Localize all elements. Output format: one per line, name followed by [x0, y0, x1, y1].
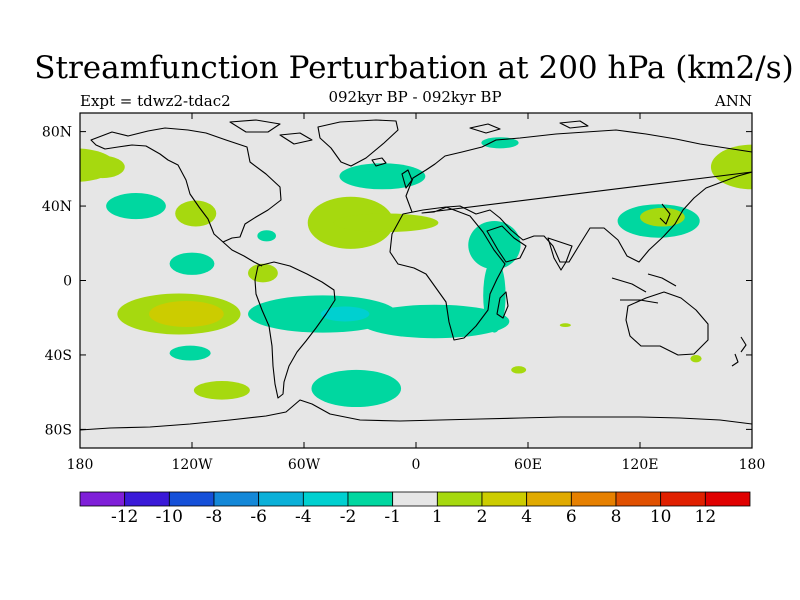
colorbar-box-1: [79, 491, 126, 507]
anomaly-patch-5: [257, 230, 276, 242]
anomaly-patch-20: [468, 220, 521, 270]
colorbar-label-4: -6: [250, 507, 267, 527]
coastline-new-zealand: [731, 336, 747, 367]
period-label: 092kyr BP - 092kyr BP: [328, 88, 502, 106]
colorbar-box-15: [704, 491, 751, 507]
anomaly-patch-27: [559, 323, 571, 328]
coastline-arabia: [486, 225, 527, 263]
anomaly-patch-9: [149, 300, 224, 328]
anomaly-patch-26: [690, 354, 702, 363]
coastline-eurasia: [405, 129, 752, 263]
anomaly-patch-3: [106, 193, 166, 220]
colorbar-label-13: 10: [650, 507, 672, 527]
colorbar-box-5: [258, 491, 304, 507]
coastline-india: [547, 237, 573, 271]
colorbar-box-9: [436, 491, 483, 507]
colorbar-box-12: [570, 491, 617, 507]
x-tick-label-1: 180: [67, 457, 94, 473]
colorbar-label-3: -8: [206, 507, 223, 527]
anomaly-patch-10: [169, 345, 211, 361]
colorbar-label-2: -10: [156, 507, 183, 527]
colorbar-box-11: [526, 491, 572, 507]
y-tick-label-2: 40N: [42, 199, 72, 215]
coastline-australia: [625, 291, 709, 356]
coastline-indonesia: [611, 273, 677, 304]
anomaly-patch-19: [481, 137, 519, 149]
experiment-label: Expt = tdwz2-tdac2: [80, 92, 231, 110]
map-background: [80, 113, 752, 448]
anomaly-patch-2: [80, 155, 125, 179]
coastline-africa: [389, 206, 506, 341]
colorbar: -12 -10 -8 -6 -4 -2 -1 1 2 4 6 8 10 12: [79, 491, 751, 527]
y-tick-label-4: 40S: [45, 348, 72, 364]
coastline-arctic-islands: [229, 119, 589, 145]
anomaly-patch-11: [193, 381, 250, 400]
anomaly-patch-21: [483, 258, 506, 333]
colorbar-box-4: [213, 491, 260, 507]
anomaly-patch-4: [175, 200, 217, 227]
colorbar-box-13: [615, 491, 662, 507]
x-tick-label-4: 0: [412, 457, 421, 473]
coastlines: [80, 119, 752, 431]
colorbar-label-1: -12: [111, 507, 138, 527]
anomaly-patch-24: [640, 207, 685, 227]
anomaly-patch-18: [339, 163, 426, 190]
coastline-iceland: [371, 157, 387, 167]
coastline-uk: [401, 169, 413, 189]
coastline-central-america: [222, 241, 263, 267]
anomaly-patch-15: [311, 369, 402, 408]
colorbar-box-7: [347, 491, 394, 507]
colorbar-label-5: -4: [295, 507, 312, 527]
x-tick-label-3: 60W: [288, 457, 321, 473]
coastline-north-america: [90, 127, 282, 243]
colorbar-box-2: [124, 491, 170, 507]
colorbar-label-11: 6: [566, 507, 577, 527]
colorbar-label-9: 2: [477, 507, 488, 527]
coastline-antarctica: [80, 399, 752, 431]
anomaly-patch-7: [247, 263, 278, 283]
y-tick-label-1: 80N: [42, 125, 72, 141]
axis-layer: 180 120W 60W 0 60E 120E 180 80N 40N 0 40S 80S: [42, 113, 765, 473]
season-label: ANN: [714, 92, 752, 110]
colorbar-box-8: [392, 491, 438, 507]
colorbar-box-14: [660, 491, 706, 507]
coastline-south-america: [254, 261, 336, 399]
colorbar-box-10: [481, 491, 528, 507]
coastline-japan: [659, 203, 671, 225]
colorbar-label-10: 4: [521, 507, 532, 527]
colorbar-label-8: 1: [432, 507, 443, 527]
anomaly-patch-6: [169, 252, 215, 275]
anomaly-patch-14: [320, 306, 370, 322]
x-tick-label-6: 120E: [622, 457, 659, 473]
colorbar-box-6: [302, 491, 349, 507]
x-tick-label-5: 60E: [514, 457, 542, 473]
colorbar-label-14: 12: [695, 507, 717, 527]
chart-title: Streamfunction Perturbation at 200 hPa (…: [34, 50, 794, 86]
x-tick-label-7: 180: [739, 457, 766, 473]
colorbar-box-3: [168, 491, 215, 507]
anomaly-patch-25: [511, 366, 527, 374]
colorbar-label-7: -1: [384, 507, 401, 527]
y-tick-label-3: 0: [63, 274, 72, 290]
colorbar-label-12: 8: [611, 507, 622, 527]
anomaly-patch-22: [710, 144, 752, 190]
anomaly-layer: [80, 137, 752, 408]
x-tick-label-2: 120W: [171, 457, 213, 473]
anomaly-patch-17: [333, 213, 439, 233]
coastline-madagascar: [496, 291, 509, 319]
coastline-greenland: [317, 119, 399, 167]
colorbar-label-6: -2: [340, 507, 357, 527]
y-tick-label-5: 80S: [45, 422, 72, 438]
